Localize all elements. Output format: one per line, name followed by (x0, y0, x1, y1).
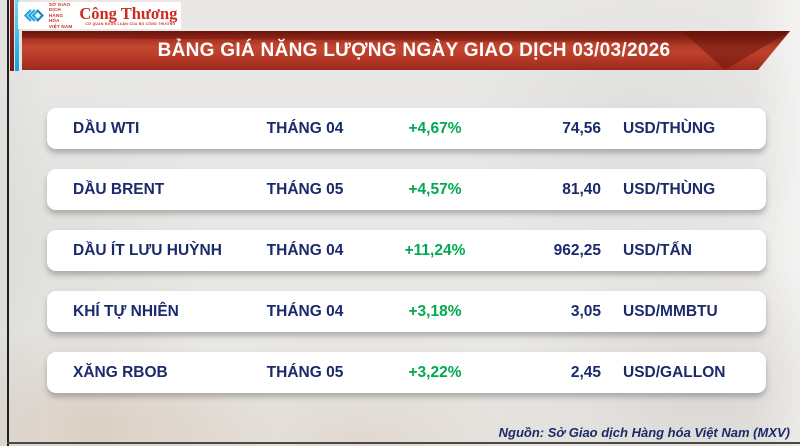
contract-month: THÁNG 05 (266, 180, 344, 198)
price-value: 2,45 (570, 363, 601, 381)
mxv-org-name: SỞ GIAO DỊCH HÀNG HÓA VIỆT NAM (48, 1, 73, 29)
price-unit: USD/THÙNG (623, 119, 716, 137)
table-row: XĂNG RBOB THÁNG 05 +3,22% 2,45 USD/GALLO… (47, 352, 766, 393)
contract-month: THÁNG 04 (266, 302, 344, 320)
price-table: DẦU WTI THÁNG 04 +4,67% 74,56 USD/THÙNG … (47, 108, 766, 413)
price-unit: USD/GALLON (623, 363, 726, 381)
change-percent: +4,57% (408, 180, 462, 198)
price-value: 74,56 (562, 119, 601, 137)
accent-stripe-cyan (15, 0, 19, 71)
mxv-chevrons-icon (23, 9, 44, 22)
contract-month: THÁNG 04 (266, 241, 344, 259)
table-row: DẦU ÍT LƯU HUỲNH THÁNG 04 +11,24% 962,25… (47, 230, 766, 271)
change-percent: +3,18% (408, 302, 462, 320)
commodity-name: DẦU WTI (73, 119, 140, 137)
left-border-line (7, 0, 9, 446)
table-row: DẦU WTI THÁNG 04 +4,67% 74,56 USD/THÙNG (47, 108, 766, 149)
price-unit: USD/TẤN (623, 241, 692, 259)
mxv-logo: SỞ GIAO DỊCH HÀNG HÓA VIỆT NAM (22, 2, 73, 29)
contract-month: THÁNG 05 (266, 363, 344, 381)
congthuong-logo: Công Thương CƠ QUAN NGÔN LUẬN CỦA BỘ CÔN… (79, 3, 178, 26)
change-percent: +11,24% (404, 241, 466, 259)
commodity-name: DẦU BRENT (73, 180, 165, 198)
table-row: DẦU BRENT THÁNG 05 +4,57% 81,40 USD/THÙN… (47, 169, 766, 210)
commodity-name: XĂNG RBOB (73, 363, 168, 381)
congthuong-tagline: CƠ QUAN NGÔN LUẬN CỦA BỘ CÔNG THƯƠNG (85, 21, 176, 26)
price-value: 3,05 (570, 302, 601, 320)
bottom-border-line (7, 442, 800, 444)
accent-stripe-red (10, 0, 14, 71)
commodity-name: KHÍ TỰ NHIÊN (73, 302, 179, 320)
table-row: KHÍ TỰ NHIÊN THÁNG 04 +3,18% 3,05 USD/MM… (47, 291, 766, 332)
congthuong-wordmark: Công Thương (79, 3, 178, 23)
title-banner: BẢNG GIÁ NĂNG LƯỢNG NGÀY GIAO DỊCH 03/03… (22, 31, 790, 70)
logo-plate: SỞ GIAO DỊCH HÀNG HÓA VIỆT NAM Công Thươ… (18, 2, 181, 29)
price-unit: USD/MMBTU (623, 302, 718, 320)
source-credit: Nguồn: Sở Giao dịch Hàng hóa Việt Nam (M… (498, 425, 790, 440)
price-unit: USD/THÙNG (623, 180, 716, 198)
change-percent: +3,22% (408, 363, 462, 381)
commodity-name: DẦU ÍT LƯU HUỲNH (73, 241, 222, 259)
price-value: 81,40 (562, 180, 601, 198)
page-title: BẢNG GIÁ NĂNG LƯỢNG NGÀY GIAO DỊCH 03/03… (157, 39, 671, 61)
contract-month: THÁNG 04 (266, 119, 344, 137)
change-percent: +4,67% (408, 119, 462, 137)
price-value: 962,25 (553, 241, 601, 259)
